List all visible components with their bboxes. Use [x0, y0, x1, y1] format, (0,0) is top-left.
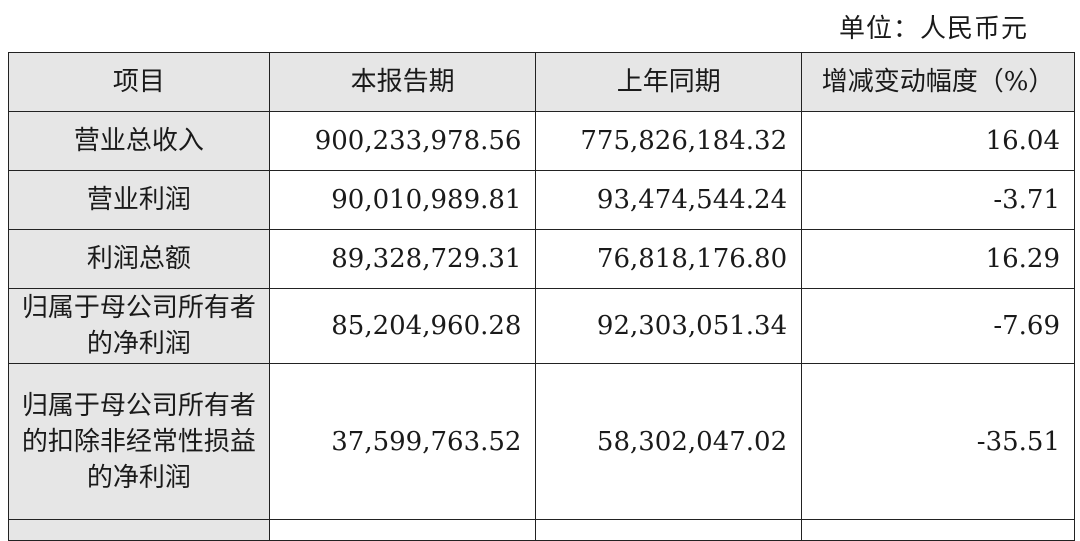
row-prior: 58,302,047.02: [535, 363, 803, 520]
header-current-period: 本报告期: [268, 52, 537, 112]
row-item: 营业总收入: [8, 111, 270, 171]
row-prior: 93,474,544.24: [535, 170, 803, 230]
row-current: 89,328,729.31: [268, 229, 537, 289]
row-change: -3.71: [801, 170, 1075, 230]
row-change: -7.69: [801, 288, 1075, 364]
table-row: 营业利润 90,010,989.81 93,474,544.24 -3.71: [8, 170, 1075, 230]
row-item-empty: [8, 519, 270, 541]
header-prior-period: 上年同期: [535, 52, 803, 112]
row-change: 16.04: [801, 111, 1075, 171]
financial-summary-table: 项目 本报告期 上年同期 增减变动幅度（%） 营业总收入 900,233,978…: [8, 52, 1075, 541]
row-prior: 76,818,176.80: [535, 229, 803, 289]
header-item: 项目: [8, 52, 270, 112]
row-current: 90,010,989.81: [268, 170, 537, 230]
row-current: 37,599,763.52: [268, 363, 537, 520]
row-cell-empty: [535, 519, 803, 541]
row-item: 利润总额: [8, 229, 270, 289]
row-prior: 775,826,184.32: [535, 111, 803, 171]
row-change: 16.29: [801, 229, 1075, 289]
row-item: 归属于母公司所有者的净利润: [8, 288, 270, 364]
table-row: 归属于母公司所有者的净利润 85,204,960.28 92,303,051.3…: [8, 288, 1075, 364]
table-row: 归属于母公司所有者的扣除非经常性损益的净利润 37,599,763.52 58,…: [8, 363, 1075, 520]
row-change: -35.51: [801, 363, 1075, 520]
row-current: 900,233,978.56: [268, 111, 537, 171]
header-change: 增减变动幅度（%）: [801, 52, 1075, 112]
row-cell-empty: [801, 519, 1075, 541]
unit-label: 单位：人民币元: [838, 14, 1028, 44]
row-item: 归属于母公司所有者的扣除非经常性损益的净利润: [8, 363, 270, 520]
row-item: 营业利润: [8, 170, 270, 230]
table-header-row: 项目 本报告期 上年同期 增减变动幅度（%）: [8, 52, 1075, 112]
row-cell-empty: [268, 519, 537, 541]
row-current: 85,204,960.28: [268, 288, 537, 364]
table-row-partial: [8, 519, 1075, 541]
table-row: 营业总收入 900,233,978.56 775,826,184.32 16.0…: [8, 111, 1075, 171]
row-prior: 92,303,051.34: [535, 288, 803, 364]
table-row: 利润总额 89,328,729.31 76,818,176.80 16.29: [8, 229, 1075, 289]
